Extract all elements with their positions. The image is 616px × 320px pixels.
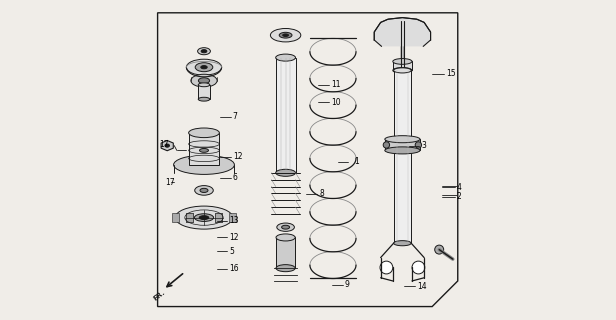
Text: 14: 14: [417, 282, 426, 291]
Ellipse shape: [276, 54, 296, 61]
Ellipse shape: [276, 265, 295, 272]
Ellipse shape: [198, 48, 211, 55]
Text: 15: 15: [446, 69, 456, 78]
Bar: [186, 213, 193, 222]
Ellipse shape: [188, 128, 219, 138]
Bar: [186, 213, 193, 222]
Text: 4: 4: [456, 183, 461, 192]
Bar: [401, 21, 403, 67]
Circle shape: [415, 142, 421, 148]
Bar: [276, 237, 295, 268]
Text: 17: 17: [159, 140, 169, 149]
Bar: [172, 213, 179, 222]
Text: 8: 8: [319, 189, 324, 198]
Text: 3: 3: [421, 141, 426, 150]
Ellipse shape: [174, 155, 235, 174]
Circle shape: [383, 142, 389, 148]
Bar: [394, 70, 411, 243]
Ellipse shape: [201, 66, 207, 69]
Ellipse shape: [191, 74, 217, 87]
Text: 5: 5: [230, 247, 235, 256]
Bar: [215, 213, 222, 222]
Ellipse shape: [393, 59, 412, 64]
Bar: [276, 58, 296, 173]
Text: 2: 2: [456, 192, 461, 201]
Text: 1: 1: [354, 157, 359, 166]
Ellipse shape: [393, 68, 412, 73]
Ellipse shape: [394, 68, 411, 73]
Ellipse shape: [198, 97, 210, 101]
Text: 9: 9: [345, 280, 350, 289]
Ellipse shape: [195, 214, 214, 221]
Text: 7: 7: [233, 112, 238, 121]
Ellipse shape: [195, 186, 213, 195]
Ellipse shape: [385, 136, 420, 143]
Ellipse shape: [276, 169, 296, 176]
Bar: [229, 213, 237, 222]
Circle shape: [412, 261, 425, 274]
Ellipse shape: [399, 30, 406, 34]
Ellipse shape: [385, 147, 420, 154]
Ellipse shape: [187, 59, 222, 75]
Text: 13: 13: [230, 216, 239, 225]
Bar: [198, 85, 210, 99]
Bar: [188, 133, 219, 165]
Circle shape: [380, 261, 393, 274]
Text: 16: 16: [230, 264, 239, 273]
Text: 12: 12: [233, 152, 242, 161]
Text: 10: 10: [331, 98, 341, 107]
Bar: [215, 213, 222, 222]
Polygon shape: [161, 140, 173, 151]
Ellipse shape: [283, 34, 288, 36]
Ellipse shape: [270, 28, 301, 42]
Text: 6: 6: [233, 173, 238, 182]
Bar: [385, 139, 420, 150]
Polygon shape: [375, 18, 431, 46]
Ellipse shape: [276, 234, 295, 241]
Ellipse shape: [199, 216, 209, 220]
Ellipse shape: [279, 32, 292, 38]
Ellipse shape: [195, 63, 213, 72]
Ellipse shape: [394, 241, 411, 246]
Ellipse shape: [201, 50, 207, 53]
Ellipse shape: [198, 83, 210, 87]
Text: 11: 11: [331, 80, 341, 89]
Circle shape: [435, 245, 444, 254]
Ellipse shape: [200, 188, 208, 192]
Ellipse shape: [198, 78, 209, 84]
Ellipse shape: [175, 206, 233, 229]
Ellipse shape: [282, 225, 290, 229]
Text: 12: 12: [230, 233, 239, 242]
Bar: [393, 61, 412, 70]
Text: 17: 17: [166, 178, 175, 187]
Ellipse shape: [277, 223, 294, 231]
Ellipse shape: [165, 144, 169, 147]
Ellipse shape: [200, 148, 208, 152]
Text: FR.: FR.: [152, 289, 166, 301]
